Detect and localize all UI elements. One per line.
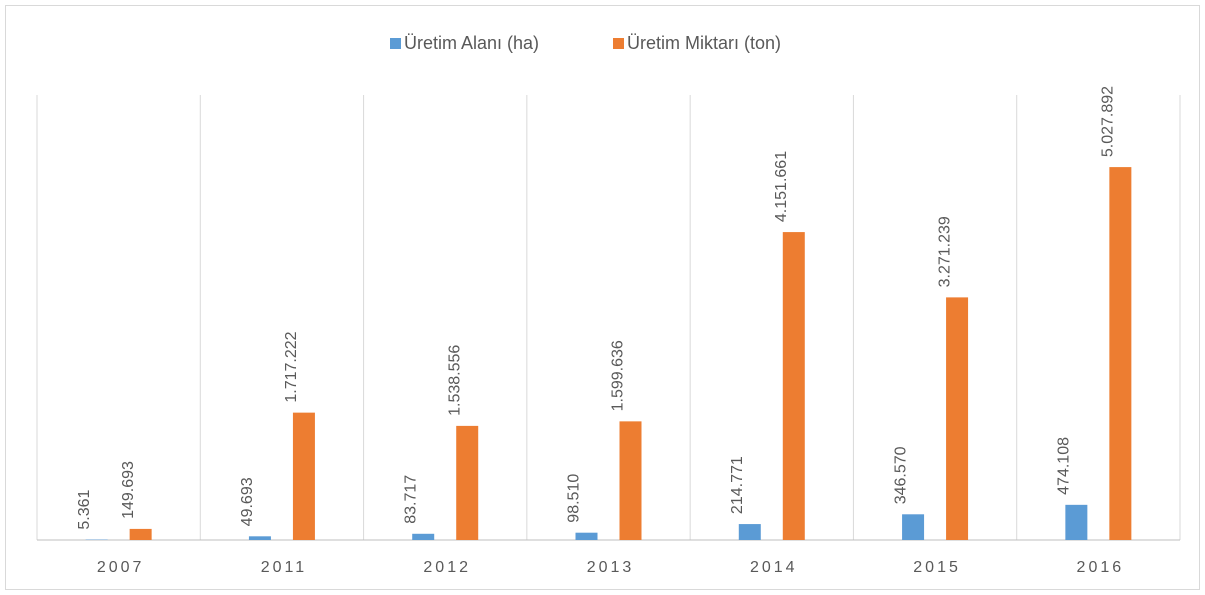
- bar: [248, 536, 271, 540]
- x-tick-label: 2007: [97, 559, 145, 576]
- x-tick-label: 2015: [913, 559, 961, 576]
- data-label: 5.027.892: [1100, 86, 1117, 157]
- x-tick-label: 2012: [423, 559, 471, 576]
- legend-label: Üretim Miktarı (ton): [627, 33, 781, 53]
- data-label: 49.693: [239, 477, 256, 526]
- data-label: 98.510: [566, 474, 583, 523]
- legend-swatch: [613, 38, 624, 49]
- bar: [619, 421, 642, 540]
- data-label: 214.771: [729, 456, 746, 514]
- data-label: 1.599.636: [610, 340, 627, 411]
- data-label: 3.271.239: [936, 216, 953, 287]
- data-label: 83.717: [402, 475, 419, 524]
- chart-border: [5, 5, 1200, 590]
- bar: [738, 524, 761, 540]
- x-tick-label: 2013: [587, 559, 635, 576]
- data-label: 4.151.661: [773, 151, 790, 222]
- bar: [129, 528, 152, 540]
- bar: [575, 532, 598, 540]
- bar: [782, 232, 805, 540]
- data-label: 1.538.556: [446, 345, 463, 416]
- data-label: 346.570: [892, 446, 909, 504]
- data-label: 5.361: [76, 489, 93, 529]
- bar: [1109, 167, 1132, 540]
- x-tick-label: 2014: [750, 559, 798, 576]
- bar: [412, 533, 435, 540]
- bar: [292, 412, 315, 540]
- x-tick-label: 2011: [261, 559, 307, 576]
- data-label: 149.693: [120, 461, 137, 519]
- x-tick-label: 2016: [1077, 559, 1125, 576]
- bar: [946, 297, 969, 540]
- bar: [1065, 504, 1088, 540]
- data-label: 1.717.222: [283, 331, 300, 402]
- legend: Üretim Alanı (ha) Üretim Miktarı (ton): [390, 33, 781, 53]
- legend-swatch: [390, 38, 401, 49]
- bar: [902, 514, 925, 540]
- bar: [456, 425, 479, 540]
- legend-label: Üretim Alanı (ha): [404, 33, 539, 53]
- data-label: 474.108: [1056, 437, 1073, 495]
